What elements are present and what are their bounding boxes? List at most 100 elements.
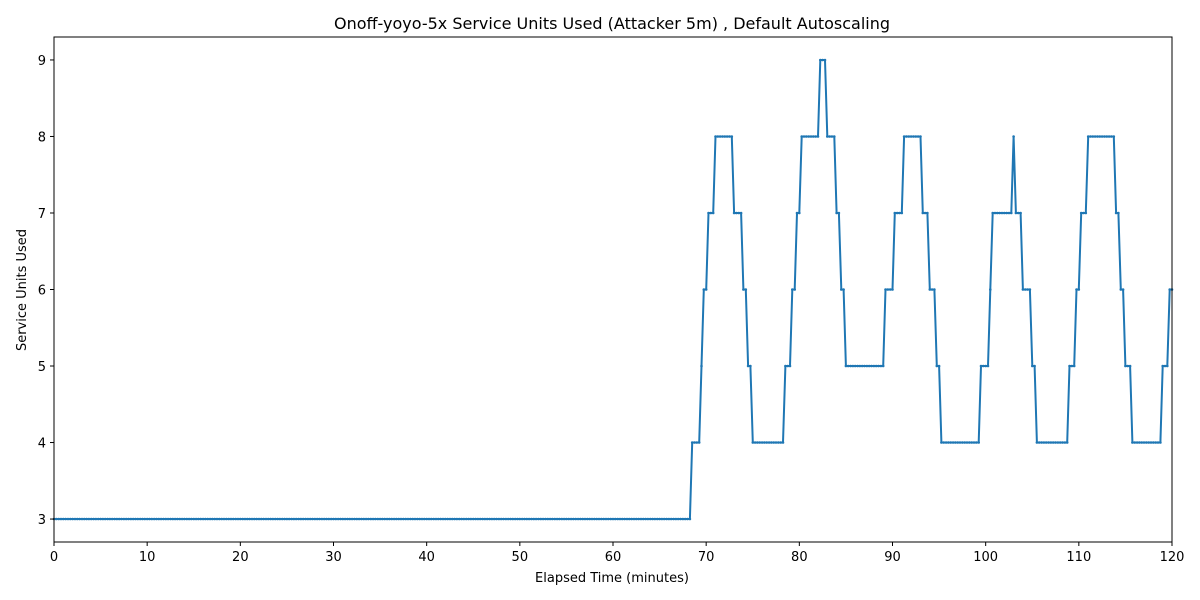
data-point <box>637 517 640 521</box>
data-point <box>837 211 841 215</box>
data-point <box>131 517 135 521</box>
data-point <box>749 364 752 368</box>
data-point <box>1100 135 1104 138</box>
plot-frame <box>53 36 1173 543</box>
data-point <box>215 517 219 521</box>
data-point <box>187 517 191 521</box>
data-point <box>246 517 249 521</box>
data-point <box>877 364 880 368</box>
data-point <box>516 517 519 521</box>
data-point <box>595 517 598 521</box>
data-point <box>947 441 950 444</box>
data-point <box>192 517 196 521</box>
data-point <box>600 517 603 521</box>
data-point <box>711 211 715 215</box>
data-point <box>683 517 687 521</box>
data-point <box>1040 441 1043 444</box>
data-point <box>625 517 629 521</box>
data-point <box>921 211 925 215</box>
data-point <box>1149 441 1153 444</box>
data-point <box>278 517 282 521</box>
data-point <box>1049 441 1053 444</box>
data-point <box>660 517 664 521</box>
data-point <box>469 517 473 521</box>
data-point <box>982 364 985 368</box>
data-point <box>688 517 692 521</box>
data-point <box>243 517 247 521</box>
data-point <box>248 517 251 521</box>
data-point <box>525 517 529 521</box>
data-point <box>746 364 750 368</box>
data-point <box>1112 135 1116 138</box>
data-point <box>399 517 403 521</box>
x-tick-label: 20 <box>232 550 249 565</box>
data-point <box>562 517 566 521</box>
data-point <box>944 441 948 444</box>
data-point <box>723 135 727 138</box>
data-point <box>791 288 794 291</box>
data-point <box>124 517 128 521</box>
data-point <box>709 211 713 215</box>
data-point <box>954 441 957 444</box>
x-tick-label: 90 <box>884 550 901 565</box>
data-point <box>194 517 198 521</box>
data-point <box>287 517 291 521</box>
data-point <box>1154 441 1157 444</box>
y-tick-label: 9 <box>38 54 46 69</box>
data-point <box>548 517 552 521</box>
data-point <box>658 517 661 521</box>
data-point <box>511 517 515 521</box>
data-point <box>481 517 484 521</box>
data-point <box>241 517 244 521</box>
data-point <box>1063 441 1067 444</box>
data-point <box>686 517 689 521</box>
data-point <box>1054 441 1057 444</box>
data-point <box>635 517 638 521</box>
data-point <box>793 288 796 291</box>
data-point <box>893 211 897 215</box>
data-point <box>607 517 610 521</box>
data-point <box>1061 441 1064 444</box>
data-point <box>502 517 505 521</box>
data-point <box>92 517 95 521</box>
data-point <box>805 135 808 138</box>
data-point <box>264 517 268 521</box>
data-point <box>301 517 305 521</box>
data-point <box>427 517 431 521</box>
data-point <box>753 441 757 444</box>
data-point <box>618 517 622 521</box>
data-point <box>306 517 310 521</box>
data-point <box>865 364 869 368</box>
data-point <box>630 517 633 521</box>
data-point <box>432 517 436 521</box>
data-point <box>1131 441 1134 444</box>
data-point <box>879 364 883 368</box>
x-axis-label: Elapsed Time (minutes) <box>535 571 689 586</box>
data-point <box>343 517 347 521</box>
x-tick-label: 30 <box>325 550 342 565</box>
data-point <box>874 364 878 368</box>
data-point <box>467 517 470 521</box>
data-point <box>1024 288 1027 291</box>
data-point <box>453 517 456 521</box>
data-point <box>567 517 570 521</box>
data-point <box>304 517 307 521</box>
data-point <box>357 517 361 521</box>
data-point <box>455 517 459 521</box>
data-point <box>283 517 286 521</box>
data-point <box>842 288 845 291</box>
data-point <box>1033 364 1036 368</box>
data-point <box>735 211 738 215</box>
data-point <box>732 211 736 215</box>
data-point <box>681 517 685 521</box>
data-point <box>614 517 617 521</box>
data-point <box>1117 211 1120 215</box>
data-point <box>826 135 829 138</box>
data-point <box>958 441 962 444</box>
data-point <box>884 288 887 291</box>
data-point <box>523 517 526 521</box>
data-point <box>1140 441 1143 444</box>
y-tick-label: 5 <box>38 360 46 375</box>
y-tick-label: 8 <box>38 130 46 145</box>
data-point <box>534 517 538 521</box>
